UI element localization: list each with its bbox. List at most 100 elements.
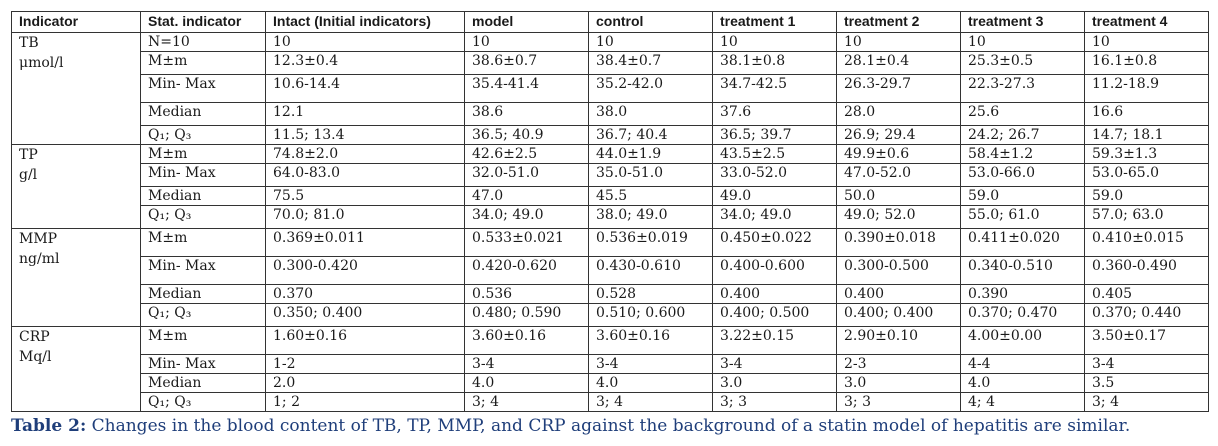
value-cell: 36.5; 39.7 (712, 125, 837, 145)
stat-cell: Q₁; Q₃ (140, 205, 266, 229)
value-cell: 38.1±0.8 (712, 51, 837, 75)
indicator-cell: CRP Mq/l (11, 326, 141, 412)
header-cell: Intact (Initial indicators) (265, 11, 465, 33)
value-cell: 4-4 (960, 354, 1085, 374)
value-cell: 3; 3 (836, 392, 961, 412)
value-cell: 3.60±0.16 (588, 326, 713, 355)
stat-cell: Median (140, 284, 266, 304)
value-cell: 0.400 (836, 284, 961, 304)
value-cell: 42.6±2.5 (464, 144, 589, 164)
value-cell: 57.0; 63.0 (1084, 205, 1209, 229)
value-cell: 14.7; 18.1 (1084, 125, 1209, 145)
value-cell: 0.411±0.020 (960, 228, 1085, 257)
value-cell: 3-4 (1084, 354, 1209, 374)
value-cell: 38.0 (588, 102, 713, 126)
value-cell: 53.0-66.0 (960, 163, 1085, 187)
value-cell: 3; 4 (1084, 392, 1209, 412)
value-cell: 10.6-14.4 (265, 74, 465, 103)
value-cell: 55.0; 61.0 (960, 205, 1085, 229)
indicator-name: MMP (19, 231, 58, 247)
value-cell: 11.2-18.9 (1084, 74, 1209, 103)
indicator-cell: TP g/l (11, 144, 141, 229)
table-row: Median 75.5 47.0 45.5 49.0 50.0 59.0 59.0 (12, 186, 1209, 206)
value-cell: 38.6 (464, 102, 589, 126)
value-cell: 0.390 (960, 284, 1085, 304)
table-row: M±m 12.3±0.4 38.6±0.7 38.4±0.7 38.1±0.8 28.1±… (12, 51, 1209, 75)
value-cell: 58.4±1.2 (960, 144, 1085, 164)
value-cell: 1; 2 (265, 392, 465, 412)
table-row: TB μmol/l N=10 10 10 10 10 10 10 10 (11, 32, 1209, 145)
value-cell: 11.5; 13.4 (265, 125, 465, 145)
stat-cell: Q₁; Q₃ (140, 392, 266, 412)
value-cell: 0.370 (265, 284, 465, 304)
value-cell: 0.400 (712, 284, 837, 304)
value-cell: 0.400-0.600 (712, 256, 837, 285)
value-cell: 1.60±0.16 (265, 326, 465, 355)
value-cell: 45.5 (588, 186, 713, 206)
value-cell: 0.450±0.022 (712, 228, 837, 257)
value-cell: 49.9±0.6 (836, 144, 961, 164)
header-row: Indicator Stat. indicator Intact (Initia… (11, 11, 1209, 33)
value-cell: 0.410±0.015 (1084, 228, 1209, 257)
value-cell: 70.0; 81.0 (265, 205, 465, 229)
value-cell: 0.536 (464, 284, 589, 304)
indicator-unit: Mq/l (19, 349, 52, 365)
table-row: Median 12.1 38.6 38.0 37.6 28.0 25.6 16.6 (12, 102, 1209, 126)
value-cell: 35.0-51.0 (588, 163, 713, 187)
value-cell: 53.0-65.0 (1084, 163, 1209, 187)
value-cell: 10 (960, 32, 1085, 52)
stat-cell: Q₁; Q₃ (140, 303, 266, 327)
stat-cell: Median (140, 102, 266, 126)
value-cell: 33.0-52.0 (712, 163, 837, 187)
value-cell: 0.400; 0.500 (712, 303, 837, 327)
value-cell: 0.340-0.510 (960, 256, 1085, 285)
header-cell: treatment 3 (960, 11, 1085, 33)
table-row: Q₁; Q₃ 1; 2 3; 4 3; 4 3; 3 3; 3 4; 4 3; 4 (12, 392, 1209, 412)
stat-cell: Median (140, 186, 266, 206)
value-cell: 0.400; 0.400 (836, 303, 961, 327)
value-cell: 49.0 (712, 186, 837, 206)
indicator-name: CRP (19, 329, 50, 345)
header-cell: Indicator (11, 11, 141, 33)
value-cell: 32.0-51.0 (464, 163, 589, 187)
value-cell: 4.0 (464, 373, 589, 393)
data-table: Indicator Stat. indicator Intact (Initia… (11, 11, 1209, 412)
value-cell: 0.405 (1084, 284, 1209, 304)
value-cell: 25.3±0.5 (960, 51, 1085, 75)
stat-cell: M±m (140, 326, 266, 355)
table-body: TB μmol/l N=10 10 10 10 10 10 10 10 M±m 12.3±0.4 38.… (11, 32, 1209, 412)
header-cell: treatment 4 (1084, 11, 1209, 33)
value-cell: 2-3 (836, 354, 961, 374)
value-cell: 74.8±2.0 (265, 144, 465, 164)
value-cell: 47.0 (464, 186, 589, 206)
table-row: MMP ng/ml M±m 0.369±0.011 0.533±0.021 0.536±0… (11, 228, 1209, 327)
header-cell: treatment 1 (712, 11, 837, 33)
value-cell: 3-4 (712, 354, 837, 374)
value-cell: 35.4-41.4 (464, 74, 589, 103)
value-cell: 4; 4 (960, 392, 1085, 412)
value-cell: 10 (1084, 32, 1209, 52)
value-cell: 0.533±0.021 (464, 228, 589, 257)
value-cell: 22.3-27.3 (960, 74, 1085, 103)
value-cell: 12.3±0.4 (265, 51, 465, 75)
value-cell: 59.3±1.3 (1084, 144, 1209, 164)
value-cell: 16.1±0.8 (1084, 51, 1209, 75)
value-cell: 38.0; 49.0 (588, 205, 713, 229)
value-cell: 59.0 (1084, 186, 1209, 206)
table-row: Q₁; Q₃ 70.0; 81.0 34.0; 49.0 38.0; 49.0 34.0… (12, 205, 1209, 229)
value-cell: 38.6±0.7 (464, 51, 589, 75)
value-cell: 47.0-52.0 (836, 163, 961, 187)
stat-cell: Min- Max (140, 256, 266, 285)
table-row: Median 0.370 0.536 0.528 0.400 0.400 0.390 0.40… (12, 284, 1209, 304)
value-cell: 0.510; 0.600 (588, 303, 713, 327)
stat-cell: M±m (140, 144, 266, 164)
value-cell: 0.536±0.019 (588, 228, 713, 257)
table-row: Q₁; Q₃ 0.350; 0.400 0.480; 0.590 0.510; 0.6… (12, 303, 1209, 327)
table-row: Min- Max 64.0-83.0 32.0-51.0 35.0-51.0 33.0-… (12, 163, 1209, 187)
value-cell: 4.0 (588, 373, 713, 393)
value-cell: 43.5±2.5 (712, 144, 837, 164)
value-cell: 34.0; 49.0 (464, 205, 589, 229)
table-row: Median 2.0 4.0 4.0 3.0 3.0 4.0 3.5 (12, 373, 1209, 393)
value-cell: 3.5 (1084, 373, 1209, 393)
stat-cell: Min- Max (140, 354, 266, 374)
